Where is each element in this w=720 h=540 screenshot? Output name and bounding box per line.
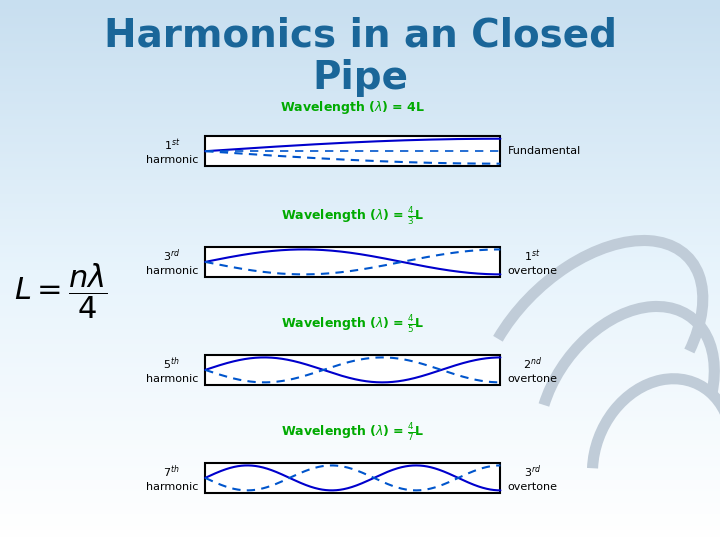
Text: Pipe: Pipe	[312, 59, 408, 97]
Text: 7$^{th}$
harmonic: 7$^{th}$ harmonic	[145, 464, 198, 492]
Text: 1$^{st}$
harmonic: 1$^{st}$ harmonic	[145, 138, 198, 165]
FancyBboxPatch shape	[205, 247, 500, 276]
Text: 3$^{rd}$
harmonic: 3$^{rd}$ harmonic	[145, 248, 198, 276]
Text: Wavelength ($\lambda$) = $\frac{4}{5}$L: Wavelength ($\lambda$) = $\frac{4}{5}$L	[281, 313, 425, 335]
Text: 5$^{th}$
harmonic: 5$^{th}$ harmonic	[145, 356, 198, 384]
Text: $L = \dfrac{n\lambda}{4}$: $L = \dfrac{n\lambda}{4}$	[14, 262, 108, 321]
Text: Wavelength ($\lambda$) = 4L: Wavelength ($\lambda$) = 4L	[280, 99, 426, 116]
Text: 2$^{nd}$
overtone: 2$^{nd}$ overtone	[508, 356, 557, 384]
FancyBboxPatch shape	[205, 355, 500, 384]
FancyBboxPatch shape	[205, 136, 500, 166]
Text: 3$^{rd}$
overtone: 3$^{rd}$ overtone	[508, 464, 557, 492]
Text: Wavelength ($\lambda$) = $\frac{4}{7}$L: Wavelength ($\lambda$) = $\frac{4}{7}$L	[281, 421, 425, 443]
Text: Fundamental: Fundamental	[508, 146, 581, 156]
Text: 1$^{st}$
overtone: 1$^{st}$ overtone	[508, 248, 557, 275]
FancyBboxPatch shape	[205, 463, 500, 492]
Text: Wavelength ($\lambda$) = $\frac{4}{3}$L: Wavelength ($\lambda$) = $\frac{4}{3}$L	[281, 205, 425, 227]
Text: Harmonics in an Closed: Harmonics in an Closed	[104, 16, 616, 54]
